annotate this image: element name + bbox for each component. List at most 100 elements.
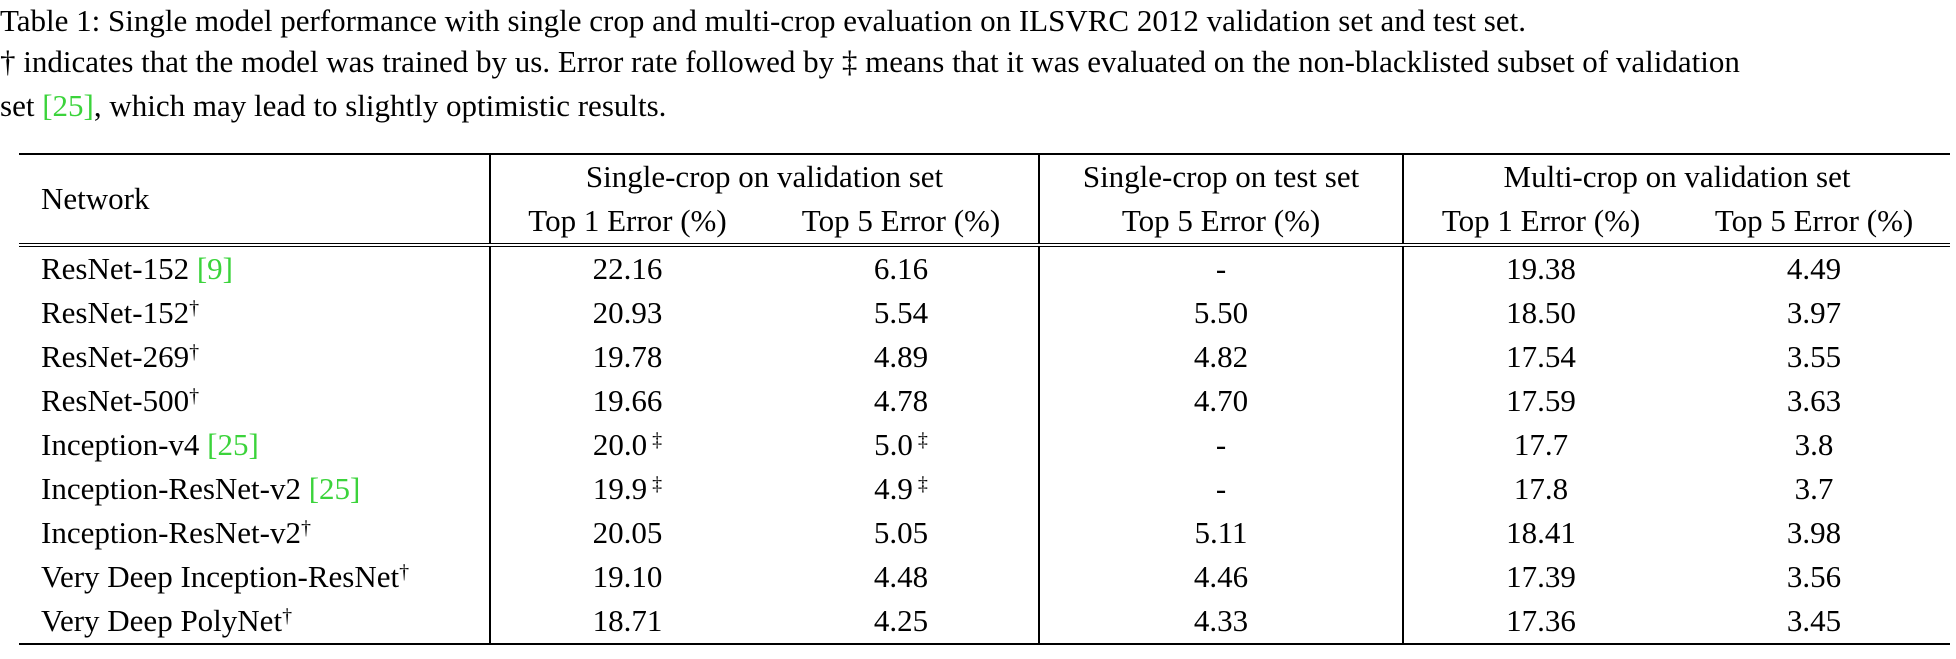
results-table: Network Single-crop on validation set Sing…: [19, 153, 1951, 645]
citation: [25]: [308, 471, 361, 506]
dagger-mark: †: [282, 605, 293, 627]
caption-text: set: [0, 88, 35, 123]
value-cell: 17.59: [1402, 379, 1679, 423]
value-cell: 19.66: [489, 379, 764, 423]
group-header: Multi-crop on validation set: [1402, 154, 1951, 199]
cell-value: 5.11: [1194, 515, 1248, 550]
value-cell: 3.63: [1678, 379, 1950, 423]
caption-line: Table 1: Single model performance with s…: [0, 1, 1526, 41]
ddagger-mark: ‡: [917, 429, 928, 451]
value-cell: -: [1038, 423, 1404, 467]
column-header: Top 5 Error (%): [764, 199, 1040, 247]
citation: [25]: [42, 88, 94, 123]
network-name: ResNet-152: [41, 295, 190, 330]
cell-value: 5.0: [874, 427, 913, 462]
ddagger-mark: ‡: [917, 473, 928, 495]
value-cell: 4.49: [1678, 245, 1950, 291]
table-row: Inception-v4 [25] 20.0 ‡ 5.0 ‡ -17.7 3.8: [19, 423, 1950, 467]
group-header: Single-crop on test set: [1038, 154, 1404, 199]
caption-label: Table 1:: [0, 3, 101, 38]
cell-value: 17.8: [1513, 471, 1569, 506]
value-cell: 18.71: [489, 599, 764, 644]
column-header: Top 5 Error (%): [1678, 199, 1951, 247]
network-name: Inception-v4: [41, 427, 200, 462]
table-row: ResNet-152† 20.93 5.54 5.50 18.50 3.97: [19, 291, 1950, 335]
table-body: ResNet-152 [9] 22.16 6.16-19.38 4.49 ResNet-1…: [19, 245, 1950, 644]
cell-value: 3.97: [1786, 295, 1842, 330]
cell-value: 19.10: [592, 559, 663, 594]
value-cell: 5.11: [1038, 511, 1404, 555]
value-cell: 17.54: [1402, 335, 1679, 379]
cell-value: 18.41: [1506, 515, 1576, 550]
value-cell: 4.70: [1038, 379, 1404, 423]
value-cell: 3.45: [1678, 599, 1950, 644]
value-cell: 19.38: [1402, 245, 1679, 291]
dagger-mark: †: [189, 341, 200, 363]
cell-value: 3.55: [1786, 339, 1842, 374]
cell-value: 4.33: [1193, 603, 1249, 638]
cell-value: 17.54: [1506, 339, 1576, 374]
value-cell: 4.89: [764, 335, 1039, 379]
cell-value: 5.50: [1193, 295, 1249, 330]
network-cell: ResNet-500†: [19, 379, 490, 423]
cell-value: 17.7: [1513, 427, 1569, 462]
value-cell: 22.16: [489, 245, 764, 291]
value-cell: 3.97: [1678, 291, 1950, 335]
value-cell: 6.16: [764, 245, 1039, 291]
network-name: Very Deep Inception-ResNet: [41, 559, 400, 594]
caption-text: , which may lead to slightly optimistic …: [93, 88, 667, 123]
value-cell: 3.55: [1678, 335, 1950, 379]
network-cell: Inception-ResNet-v2 [25]: [19, 467, 490, 511]
cell-value: 22.16: [592, 251, 663, 286]
cell-value: 17.36: [1506, 603, 1576, 638]
dagger-mark: †: [189, 385, 200, 407]
cell-value: 3.8: [1794, 427, 1834, 462]
value-cell: 4.46: [1038, 555, 1404, 599]
cell-value: 20.0: [592, 427, 648, 462]
value-cell: 17.36: [1402, 599, 1679, 644]
value-cell: 3.56: [1678, 555, 1950, 599]
network-name: Very Deep PolyNet: [41, 603, 283, 638]
dagger-mark: †: [300, 517, 311, 539]
cell-value: 4.49: [1786, 251, 1842, 286]
cell-value: 19.38: [1506, 251, 1576, 286]
caption-line: set [25], which may lead to slightly opti…: [0, 86, 666, 126]
column-header: Top 5 Error (%): [1038, 199, 1404, 247]
network-cell: Inception-ResNet-v2†: [19, 511, 490, 555]
cell-value: 19.78: [592, 339, 663, 374]
cell-value: 6.16: [873, 251, 929, 286]
cell-value: 17.59: [1506, 383, 1576, 418]
network-name: ResNet-152: [41, 251, 190, 286]
network-name: Inception-ResNet-v2: [41, 515, 301, 550]
cell-value: 5.54: [873, 295, 929, 330]
header-row: Top 1 Error (%) Top 5 Error (%) Top 5 Erro…: [19, 199, 1951, 247]
cell-value: 4.9: [874, 471, 913, 506]
cell-value: 19.66: [592, 383, 663, 418]
value-cell: 20.93: [489, 291, 764, 335]
network-name: ResNet-269: [41, 339, 190, 374]
ddagger-mark: ‡: [652, 473, 663, 495]
column-header: Top 1 Error (%): [1402, 199, 1679, 247]
value-cell: 17.8: [1402, 467, 1679, 511]
cell-value: 3.98: [1786, 515, 1842, 550]
corner-header: Network: [19, 154, 490, 247]
table-row: ResNet-152 [9] 22.16 6.16 - 19.38 4.49: [19, 245, 1950, 291]
caption-text: † indicates that the model was trained b…: [0, 44, 1740, 79]
value-cell: 4.9 ‡: [764, 467, 1039, 511]
cell-value: 4.82: [1193, 339, 1249, 374]
value-cell: 17.7: [1402, 423, 1679, 467]
cell-value: 4.70: [1193, 383, 1249, 418]
value-cell: 3.8: [1678, 423, 1950, 467]
network-cell: Inception-v4 [25]: [19, 423, 490, 467]
value-cell: 18.50: [1402, 291, 1679, 335]
table-row: ResNet-500† 19.66 4.78 4.70 17.59 3.63: [19, 379, 1950, 423]
cell-value: 4.89: [873, 339, 929, 374]
cell-value: 17.39: [1506, 559, 1576, 594]
value-cell: 19.78: [489, 335, 764, 379]
network-cell: ResNet-152 [9]: [19, 245, 490, 291]
cell-value: 3.45: [1786, 603, 1842, 638]
network-cell: Very Deep PolyNet†: [19, 599, 490, 644]
cell-value: 4.25: [873, 603, 929, 638]
cell-value: 20.05: [592, 515, 663, 550]
value-cell: -: [1038, 245, 1404, 291]
